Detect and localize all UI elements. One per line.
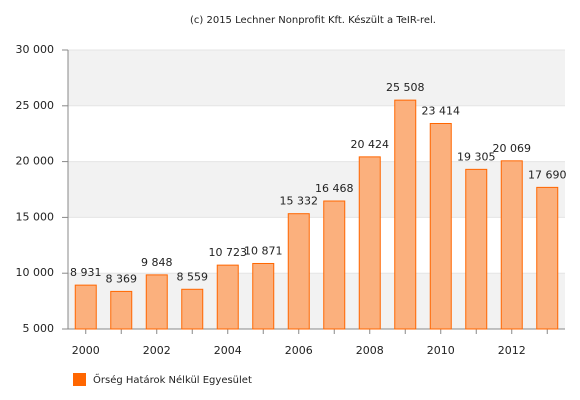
x-tick-label: 2006 [285,344,313,357]
bar [429,122,452,330]
grid-band [68,50,565,106]
x-tick-label: 2004 [214,344,242,357]
y-tick-label: 25 000 [16,99,55,112]
value-label: 25 508 [386,81,425,94]
value-label: 8 931 [70,266,102,279]
value-label: 8 559 [177,270,209,283]
value-label: 16 468 [315,182,354,195]
grid-band [68,273,565,329]
x-tick-label: 2000 [72,344,100,357]
legend-label: Őrség Határok Nélkül Egyesület [93,372,252,386]
x-tick-label: 2012 [498,344,526,357]
bar [500,160,523,330]
bar [287,213,310,330]
bar [465,168,488,330]
y-tick-label: 30 000 [16,43,55,56]
value-label: 9 848 [141,256,173,269]
x-tick-label: 2008 [356,344,384,357]
value-label: 23 414 [422,104,461,117]
bar [145,274,168,330]
value-label: 20 424 [351,138,390,151]
value-label: 10 723 [209,246,248,259]
bar [181,288,204,330]
bar [394,99,417,330]
value-label: 19 305 [457,150,496,163]
y-tick-label: 15 000 [16,210,55,223]
y-tick-label: 20 000 [16,155,55,168]
bar [536,186,559,330]
bar [323,200,346,330]
value-label: 8 369 [106,272,138,285]
bar [358,156,381,330]
bar [252,262,275,330]
value-label: 20 069 [493,142,532,155]
x-tick-label: 2002 [143,344,171,357]
value-label: 10 871 [244,244,283,257]
bar [216,264,239,330]
legend-swatch [73,373,86,386]
bar [74,284,97,330]
y-tick-label: 10 000 [16,266,55,279]
value-label: 17 690 [528,168,567,181]
value-label: 15 332 [280,195,319,208]
bar [110,290,133,330]
y-tick-label: 5 000 [23,322,55,335]
x-tick-label: 2010 [427,344,455,357]
chart-title: (c) 2015 Lechner Nonprofit Kft. Készült … [190,14,436,26]
